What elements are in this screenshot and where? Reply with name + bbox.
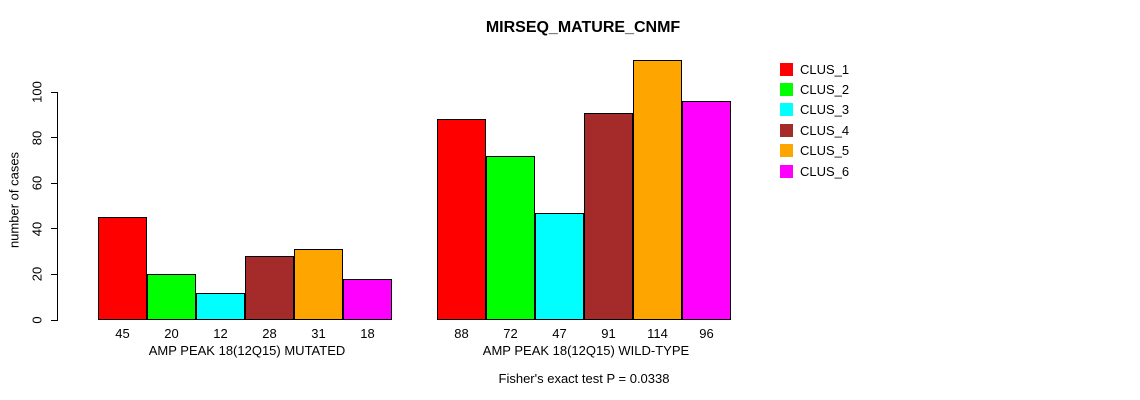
bar-clus_4-group1 — [584, 112, 633, 320]
bar-clus_5-group1 — [633, 60, 682, 320]
bar-value-label: 31 — [311, 326, 326, 341]
footnote: Fisher's exact test P = 0.0338 — [498, 371, 670, 386]
y-axis-tick-label: 100 — [29, 81, 45, 103]
legend-label: CLUS_2 — [800, 82, 850, 98]
x-group-label-wild-type: AMP PEAK 18(12Q15) WILD-TYPE — [482, 343, 690, 358]
y-axis-tick-label: 40 — [29, 221, 45, 237]
bar-clus_1-group1 — [437, 119, 486, 320]
bar-value-label: 72 — [503, 326, 518, 341]
bar-clus_3-group0 — [196, 292, 245, 320]
y-axis-tick — [51, 228, 58, 230]
legend-swatch — [780, 123, 793, 137]
legend-label: CLUS_3 — [800, 102, 850, 118]
bar-clus_3-group1 — [535, 212, 584, 320]
bar-value-label: 28 — [262, 326, 277, 341]
legend-item-clus_2: CLUS_2 — [780, 79, 849, 99]
legend-swatch — [780, 62, 793, 76]
bar-clus_1-group0 — [98, 217, 147, 320]
y-axis-tick — [51, 91, 58, 93]
bar-clus_2-group0 — [147, 274, 196, 320]
x-group-label-mutated: AMP PEAK 18(12Q15) MUTATED — [148, 343, 346, 358]
legend-item-clus_4: CLUS_4 — [780, 120, 849, 140]
legend-item-clus_5: CLUS_5 — [780, 141, 849, 161]
bar-value-label: 91 — [601, 326, 616, 341]
bar-value-label: 45 — [115, 326, 130, 341]
bar-clus_6-group0 — [343, 278, 392, 320]
bar-value-label: 18 — [360, 326, 375, 341]
bar-value-label: 47 — [552, 326, 567, 341]
y-axis-tick-label: 0 — [29, 316, 45, 324]
legend-item-clus_1: CLUS_1 — [780, 59, 849, 79]
bar-clus_6-group1 — [682, 101, 731, 320]
y-axis-tick-label: 60 — [29, 175, 45, 191]
legend-swatch — [780, 164, 793, 178]
y-axis-tick-label: 20 — [29, 267, 45, 282]
bar-clus_5-group0 — [294, 249, 343, 320]
y-axis-tick — [51, 319, 58, 321]
legend-swatch — [780, 144, 793, 158]
bar-value-label: 114 — [647, 326, 668, 341]
bar-value-label: 96 — [699, 326, 714, 341]
legend-label: CLUS_1 — [800, 61, 850, 77]
legend-label: CLUS_5 — [800, 143, 850, 159]
bar-value-label: 12 — [213, 326, 228, 341]
chart-title: MIRSEQ_MATURE_CNMF — [485, 19, 681, 36]
y-axis-line — [57, 92, 58, 321]
bar-clus_4-group0 — [245, 256, 294, 320]
legend-item-clus_6: CLUS_6 — [780, 161, 849, 181]
y-axis-tick — [51, 273, 58, 275]
bar-value-label: 88 — [454, 326, 469, 341]
bar-clus_2-group1 — [486, 155, 535, 320]
legend-label: CLUS_4 — [800, 122, 850, 138]
legend-label: CLUS_6 — [800, 163, 850, 179]
y-axis-tick — [51, 182, 58, 184]
bar-value-label: 20 — [164, 326, 179, 341]
y-axis-tick-label: 80 — [29, 130, 45, 145]
legend-swatch — [780, 83, 793, 97]
legend-swatch — [780, 103, 793, 117]
legend: CLUS_1 CLUS_2 CLUS_3 CLUS_4 CLUS_5 CLUS_6 — [780, 59, 849, 181]
y-axis-tick — [51, 137, 58, 139]
legend-item-clus_3: CLUS_3 — [780, 100, 849, 120]
